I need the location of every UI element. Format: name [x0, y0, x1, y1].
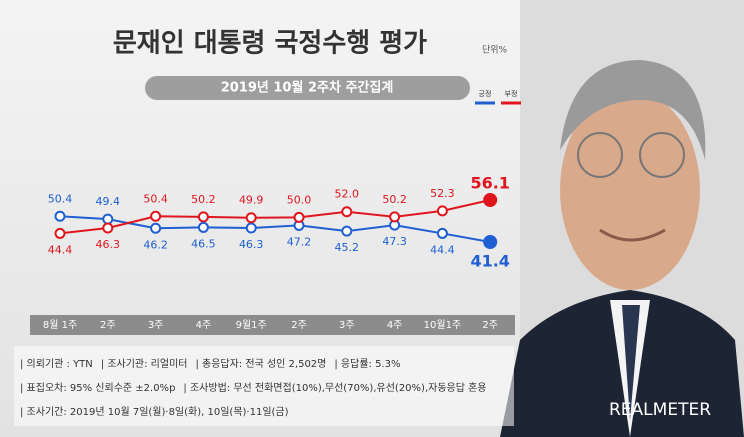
note: | 조사방법: 무선 전화면접(10%),무선(70%),유선(20%),자동응… [183, 382, 487, 394]
chart-title: 문재인 대통령 국정수행 평가 [113, 29, 427, 59]
value-label: 50.4 [143, 192, 168, 205]
point [389, 211, 401, 223]
point [245, 212, 257, 224]
point [483, 235, 498, 249]
point [150, 210, 162, 222]
value-label: 47.3 [382, 235, 407, 248]
point [341, 206, 353, 218]
x-tick-label: 10월1주 [424, 319, 462, 331]
note: | 조사기관: 리얼미터 [100, 358, 188, 370]
point [341, 225, 353, 237]
point [293, 211, 305, 223]
value-label: 41.4 [470, 252, 509, 271]
value-label: 46.3 [96, 238, 121, 251]
note-row: | 조사기간: 2019년 10월 7일(월)·8일(화), 10일(목)·11… [14, 398, 514, 422]
value-label: 50.2 [191, 193, 216, 206]
x-tick-label: 3주 [339, 320, 355, 331]
point [54, 227, 66, 239]
value-label: 44.4 [430, 243, 455, 256]
value-label: 46.2 [143, 238, 168, 251]
point [54, 210, 66, 222]
note: | 총응답자: 전국 성인 2,502명 [195, 358, 327, 370]
note-row: | 의뢰기관 : YTN | 조사기관: 리얼미터 | 총응답자: 전국 성인 2,… [14, 350, 514, 374]
value-label: 45.2 [335, 241, 360, 254]
point [245, 222, 257, 234]
x-tick-label: 9월1주 [236, 319, 267, 331]
value-label: 49.9 [239, 194, 264, 207]
value-label: 52.0 [335, 188, 360, 201]
note: | 조사기간: 2019년 10월 7일(월)·8일(화), 10일(목)·11… [20, 406, 289, 418]
portrait [500, 0, 744, 437]
value-label: 56.1 [470, 174, 509, 193]
value-label: 46.3 [239, 238, 264, 251]
x-tick-label: 4주 [387, 320, 403, 331]
point [483, 193, 498, 207]
point [436, 227, 448, 239]
point [102, 213, 114, 225]
value-label: 50.4 [48, 192, 73, 205]
note: | 표집오차: 95% 신뢰수준 ±2.0%p [20, 382, 176, 394]
value-label: 50.0 [287, 193, 312, 206]
value-label: 50.2 [382, 193, 407, 206]
category-band [30, 315, 515, 335]
note: | 응답률: 5.3% [334, 358, 401, 370]
point [436, 205, 448, 217]
x-tick-label: 2주 [291, 320, 307, 331]
brand: REALMETER [609, 400, 711, 420]
x-tick-label: 2주 [482, 320, 498, 331]
x-tick-label: 4주 [196, 320, 212, 331]
point [197, 221, 209, 233]
subtitle: 2019년 10월 2주차 주간집계 [221, 80, 394, 96]
series-line [59, 199, 491, 235]
notes: | 의뢰기관 : YTN | 조사기관: 리얼미터 | 총응답자: 전국 성인 2,… [14, 346, 514, 426]
point [197, 211, 209, 223]
value-label: 46.5 [191, 237, 216, 250]
x-tick-label: 8월 1주 [43, 319, 77, 331]
point [102, 222, 114, 234]
note: | 의뢰기관 : YTN [20, 358, 93, 370]
value-label: 49.4 [96, 195, 121, 208]
legend-label: 부정 [505, 89, 518, 98]
value-label: 44.4 [48, 243, 73, 256]
x-tick-label: 3주 [148, 320, 164, 331]
value-label: 52.3 [430, 187, 455, 200]
legend-label: 긍정 [479, 89, 492, 98]
subtitle-bar [145, 76, 470, 100]
x-tick-label: 2주 [100, 320, 116, 331]
series-line [59, 215, 491, 243]
point [150, 222, 162, 234]
value-label: 47.2 [287, 235, 312, 248]
note-row: | 표집오차: 95% 신뢰수준 ±2.0%p | 조사방법: 무선 전화면접(1… [14, 374, 514, 398]
unit: 단위% [482, 45, 508, 56]
